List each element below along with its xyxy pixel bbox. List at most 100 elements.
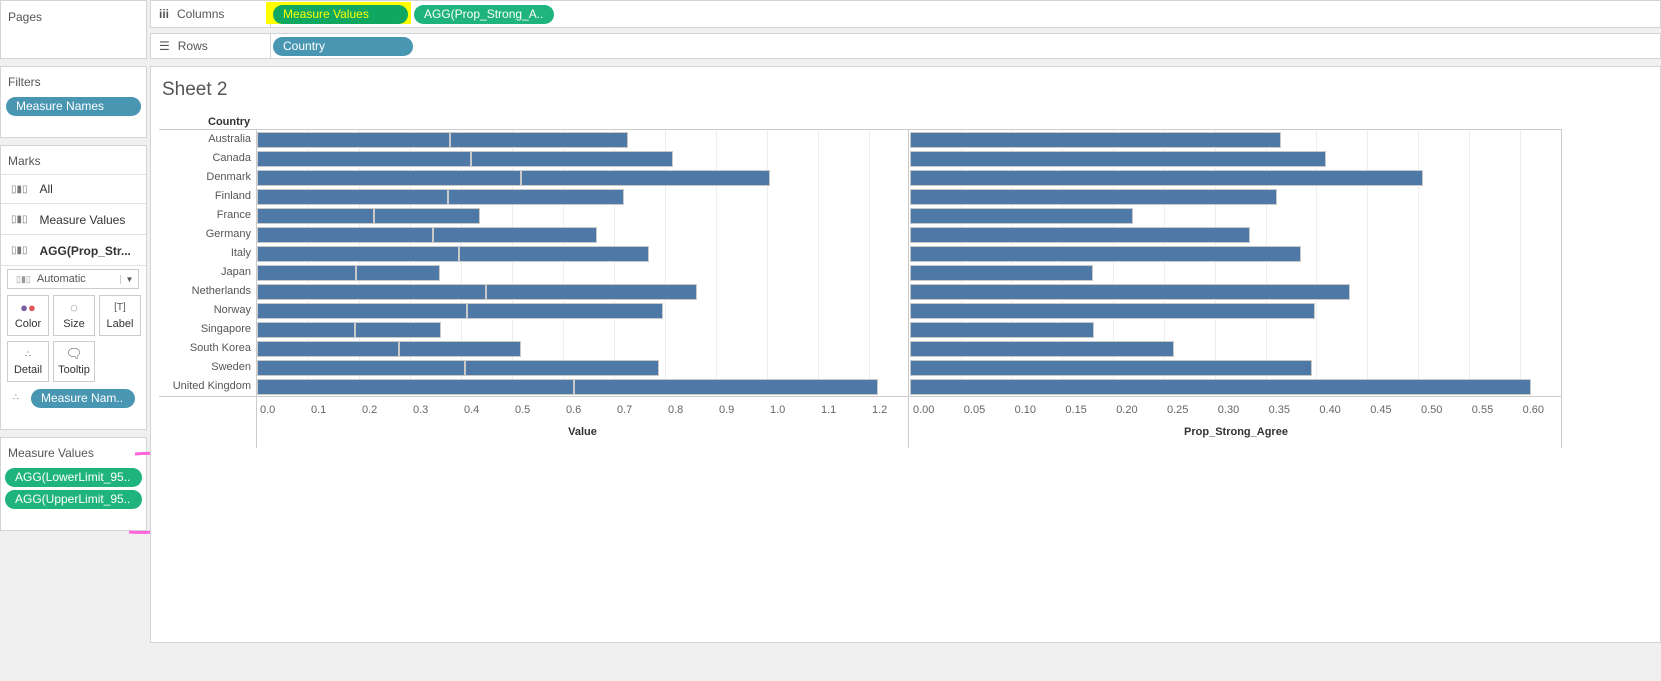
- mark-type-value: Automatic: [36, 273, 86, 285]
- tick-label: 1.2: [872, 404, 888, 416]
- bar-prop-strong-agree: [910, 189, 1277, 205]
- bar-upper-limit: [465, 360, 659, 376]
- axis-title: Prop_Strong_Agree: [1184, 426, 1288, 438]
- size-button[interactable]: ◌ Size: [53, 295, 95, 336]
- tick-label: 0.7: [617, 404, 633, 416]
- marks-card-label: AGG(Prop_Str...: [39, 243, 131, 258]
- bar-prop-strong-agree: [910, 227, 1251, 243]
- bar-lower-limit: [257, 246, 459, 262]
- row-pill-country[interactable]: Country: [273, 37, 413, 56]
- tick-label: 0.20: [1116, 404, 1138, 416]
- tick-label: 0.10: [1014, 404, 1037, 416]
- tick-label: 0.55: [1471, 404, 1494, 416]
- column-pill-agg-prop[interactable]: AGG(Prop_Strong_A..: [414, 5, 554, 24]
- bar-lower-limit: [257, 341, 399, 357]
- column-pill-measure-values[interactable]: Measure Values: [273, 5, 408, 24]
- tick-label: 0.40: [1319, 404, 1341, 416]
- tooltip-button[interactable]: 🗨 Tooltip: [53, 341, 95, 382]
- country-label: France: [216, 209, 251, 221]
- gridline: [359, 130, 360, 396]
- chevron-down-icon[interactable]: ▼: [120, 274, 138, 284]
- detail-button[interactable]: ∴ Detail: [7, 341, 49, 382]
- label-button[interactable]: [T] Label: [99, 295, 141, 336]
- gridline: [410, 130, 411, 396]
- label-label: Label: [106, 318, 134, 330]
- gridline: [563, 130, 564, 396]
- detail-icon: ∴: [25, 349, 31, 359]
- filters-card[interactable]: Filters Measure Names: [0, 66, 147, 138]
- tooltip-label: Tooltip: [58, 364, 90, 376]
- marks-card-label: All: [39, 182, 53, 196]
- country-label: Singapore: [200, 323, 251, 335]
- pages-title: Pages: [8, 10, 43, 24]
- bar-upper-limit: [471, 151, 674, 167]
- tick-label: 0.2: [362, 404, 378, 416]
- gridline: [1519, 130, 1521, 396]
- bar-lower-limit: [257, 322, 355, 338]
- marks-card-label: Measure Values: [39, 212, 126, 227]
- gridline: [1062, 130, 1064, 396]
- tick-label: 1.0: [770, 404, 786, 416]
- pages-card[interactable]: Pages: [0, 0, 147, 59]
- rows-label: Rows: [177, 39, 208, 53]
- bar-lower-limit: [257, 227, 433, 243]
- country-label: Germany: [205, 228, 251, 240]
- marks-card-agg-prop[interactable]: ▯▮▯ AGG(Prop_Str...: [1, 236, 146, 266]
- header-divider: [159, 129, 1562, 130]
- bar-chart-icon: ▯▮▯: [11, 245, 28, 256]
- gridline: [512, 130, 513, 396]
- country-label: Denmark: [206, 171, 251, 183]
- bar-upper-limit: [432, 227, 598, 243]
- bar-chart-icon: ▯▮▯: [16, 273, 31, 284]
- marks-card-measure-values[interactable]: ▯▮▯ Measure Values: [1, 205, 146, 235]
- bar-upper-limit: [373, 208, 480, 224]
- bar-prop-strong-agree: [910, 322, 1094, 338]
- gridline: [1214, 130, 1216, 396]
- tick-label: 0.4: [464, 404, 480, 416]
- color-button[interactable]: ●● Color: [7, 295, 49, 336]
- bar-upper-limit: [458, 246, 650, 262]
- tick-label: 0.1: [311, 404, 327, 416]
- gridline: [1265, 130, 1267, 396]
- marks-card: Marks ▯▮▯ All ▯▮▯ Measure Values ▯▮▯ AGG(Pr…: [0, 145, 147, 430]
- country-label: Norway: [213, 304, 251, 316]
- marks-card-all[interactable]: ▯▮▯ All: [1, 174, 146, 204]
- measure-values-title: Measure Values: [8, 446, 94, 460]
- detail-icon: ∴: [13, 392, 19, 402]
- bar-prop-strong-agree: [910, 265, 1093, 281]
- bar-upper-limit: [354, 322, 442, 338]
- gridline: [1113, 130, 1115, 396]
- bar-upper-limit: [467, 303, 663, 319]
- bar-prop-strong-agree: [910, 208, 1133, 224]
- pane-divider: [256, 130, 257, 448]
- columns-icon: iii: [159, 7, 170, 21]
- size-label: Size: [63, 318, 85, 330]
- rows-icon: ☰: [159, 39, 170, 53]
- label-icon: [T]: [114, 302, 126, 313]
- gridline: [308, 130, 309, 396]
- gridline: [461, 130, 462, 396]
- country-label: Netherlands: [191, 285, 251, 297]
- gridline: [716, 130, 717, 396]
- tick-label: 0.50: [1421, 404, 1443, 416]
- tick-label: 0.35: [1268, 404, 1291, 416]
- size-icon: ◌: [70, 300, 78, 315]
- chart-area: Australia Canada Denmark Finland France Germa…: [151, 67, 1661, 644]
- tick-label: 0.0: [260, 404, 276, 416]
- detail-pill-measure-names[interactable]: Measure Nam..: [31, 389, 135, 408]
- columns-label: Columns: [177, 7, 225, 21]
- mark-type-dropdown[interactable]: ▯▮▯ Automatic ▼: [7, 269, 139, 289]
- bar-prop-strong-agree: [910, 246, 1302, 262]
- gridline: [960, 130, 962, 396]
- bar-upper-limit: [449, 132, 628, 148]
- bar-prop-strong-agree: [910, 360, 1313, 376]
- detail-label: Detail: [13, 364, 43, 376]
- bar-chart-icon: ▯▮▯: [11, 214, 28, 225]
- bar-prop-strong-agree: [910, 341, 1175, 357]
- bar-lower-limit: [257, 284, 486, 300]
- measure-value-pill-upper[interactable]: AGG(UpperLimit_95..: [5, 490, 142, 509]
- measure-value-pill-lower[interactable]: AGG(LowerLimit_95..: [5, 468, 142, 487]
- bar-lower-limit: [257, 151, 472, 167]
- filter-pill-measure-names[interactable]: Measure Names: [6, 97, 141, 116]
- bar-upper-limit: [485, 284, 698, 300]
